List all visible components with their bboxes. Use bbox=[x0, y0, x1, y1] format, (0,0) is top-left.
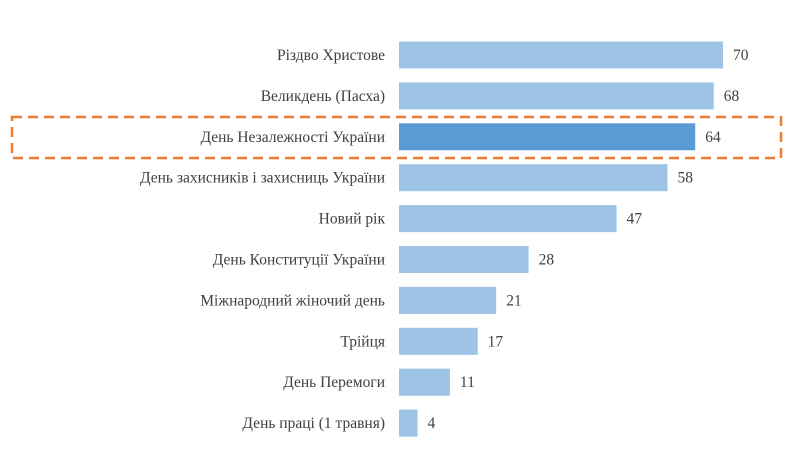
category-label: День Перемоги bbox=[283, 374, 385, 391]
bar bbox=[399, 286, 497, 314]
highlight-box bbox=[10, 115, 783, 160]
bar bbox=[399, 205, 617, 233]
category-label: Трійця bbox=[340, 333, 385, 350]
bar bbox=[399, 327, 478, 355]
category-label: День захисників і захисниць України bbox=[140, 170, 385, 187]
data-label: 64 bbox=[705, 129, 721, 146]
bar bbox=[399, 409, 418, 437]
data-label: 58 bbox=[677, 170, 693, 187]
data-label: 11 bbox=[460, 374, 475, 391]
data-label: 17 bbox=[488, 333, 504, 350]
data-label: 21 bbox=[506, 292, 522, 309]
category-label: День праці (1 травня) bbox=[242, 415, 385, 432]
bar bbox=[399, 164, 668, 192]
category-label: Різдво Христове bbox=[277, 47, 385, 64]
category-label: День Незалежності України bbox=[200, 129, 385, 146]
data-label: 28 bbox=[539, 252, 555, 269]
category-label: Новий рік bbox=[319, 211, 386, 228]
bar bbox=[399, 82, 714, 110]
bar bbox=[399, 41, 723, 69]
data-label: 4 bbox=[428, 415, 436, 432]
category-label: Великдень (Пасха) bbox=[261, 88, 385, 105]
bar bbox=[399, 368, 450, 396]
bar bbox=[399, 123, 696, 151]
data-label: 70 bbox=[733, 47, 749, 64]
category-label: День Конституції України bbox=[213, 252, 385, 269]
category-label: Міжнародний жіночий день bbox=[200, 292, 385, 309]
bar bbox=[399, 246, 529, 273]
data-label: 68 bbox=[724, 88, 740, 105]
data-label: 47 bbox=[627, 211, 643, 228]
